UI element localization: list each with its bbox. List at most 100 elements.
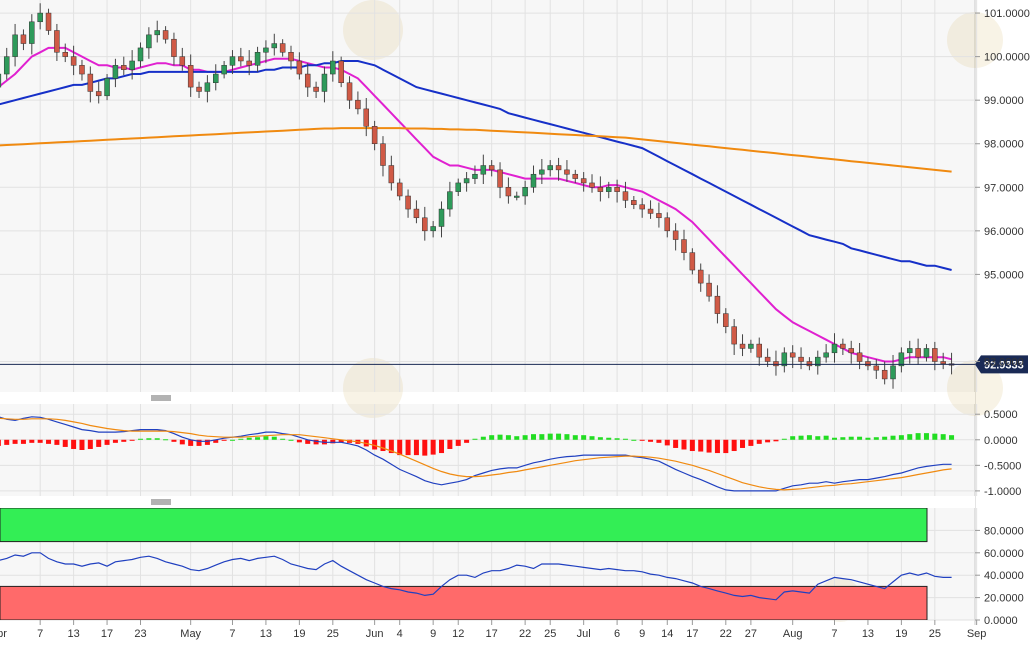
candle bbox=[363, 98, 370, 137]
candle-body bbox=[20, 34, 27, 44]
x-tick-label: 7 bbox=[229, 628, 235, 640]
candle-body bbox=[213, 73, 219, 84]
candle bbox=[179, 47, 186, 71]
histogram-bar bbox=[589, 436, 595, 440]
y-tick-label: 101.0000 bbox=[984, 8, 1030, 20]
candle-body bbox=[614, 187, 620, 192]
histogram-bar bbox=[530, 434, 536, 440]
candle bbox=[823, 344, 829, 363]
candle-body bbox=[480, 165, 487, 175]
candle bbox=[121, 56, 127, 76]
candle-body bbox=[87, 73, 94, 92]
candle bbox=[296, 52, 303, 80]
oscillator-panel[interactable] bbox=[0, 404, 975, 496]
candle bbox=[263, 40, 269, 64]
candle-body bbox=[497, 169, 503, 188]
candle bbox=[463, 172, 470, 192]
price-panel[interactable] bbox=[0, 0, 975, 392]
candle-body bbox=[137, 47, 144, 62]
x-tick-label: 14 bbox=[661, 628, 673, 640]
candle bbox=[890, 354, 896, 389]
histogram-bar bbox=[163, 439, 169, 441]
candle bbox=[773, 350, 779, 376]
candle-body bbox=[62, 52, 69, 57]
candle bbox=[29, 14, 35, 55]
drag-handle-icon[interactable] bbox=[151, 395, 171, 401]
candle bbox=[472, 165, 478, 185]
candle-body bbox=[597, 187, 604, 192]
drag-handle-icon[interactable] bbox=[151, 499, 171, 505]
histogram-bar bbox=[480, 436, 486, 440]
histogram-bar bbox=[831, 437, 837, 440]
histogram-bar bbox=[522, 435, 528, 440]
candle-body bbox=[37, 12, 43, 23]
candle-body bbox=[714, 295, 721, 314]
candle bbox=[330, 51, 336, 82]
candle-body bbox=[697, 269, 704, 284]
candle-body bbox=[789, 352, 796, 358]
candle bbox=[246, 50, 252, 76]
histogram-bar bbox=[79, 439, 85, 450]
candle-body bbox=[580, 178, 587, 184]
oscillator-line bbox=[0, 417, 952, 491]
candle bbox=[422, 206, 428, 241]
candle-body bbox=[0, 73, 2, 88]
candle bbox=[0, 73, 2, 88]
histogram-bar bbox=[179, 439, 185, 445]
candle-body bbox=[112, 65, 119, 79]
histogram-bar bbox=[121, 439, 127, 442]
candle bbox=[731, 319, 737, 355]
candle-body bbox=[522, 187, 528, 197]
candle-body bbox=[162, 30, 169, 40]
y-tick-label: -1.0000 bbox=[984, 486, 1021, 498]
histogram-bar bbox=[204, 439, 210, 445]
histogram-bar bbox=[12, 439, 18, 444]
candle bbox=[112, 58, 119, 88]
histogram-bar bbox=[338, 439, 344, 443]
candle bbox=[906, 340, 913, 364]
candle-body bbox=[321, 73, 328, 92]
histogram-bar bbox=[597, 437, 603, 440]
histogram-bar bbox=[146, 438, 152, 440]
x-tick-label: May bbox=[180, 628, 201, 640]
candle-body bbox=[422, 217, 428, 232]
histogram-bar bbox=[848, 436, 854, 440]
candle bbox=[87, 66, 94, 103]
candle-body bbox=[505, 187, 512, 197]
x-tick-label: 25 bbox=[544, 628, 556, 640]
x-tick-label: 25 bbox=[929, 628, 941, 640]
candle bbox=[104, 74, 110, 101]
candle bbox=[672, 223, 679, 251]
histogram-bar bbox=[405, 439, 411, 456]
histogram-bar bbox=[773, 439, 779, 442]
candle bbox=[697, 263, 704, 292]
moving-average-line bbox=[0, 127, 952, 173]
panel-separator-1[interactable] bbox=[0, 392, 975, 404]
candle-body bbox=[840, 343, 846, 349]
x-tick-label: 13 bbox=[862, 628, 874, 640]
histogram-bar bbox=[221, 439, 227, 441]
candle bbox=[589, 174, 595, 193]
y-tick-label: 40.0000 bbox=[984, 570, 1024, 582]
histogram-bar bbox=[823, 435, 829, 440]
histogram-bar bbox=[857, 436, 863, 440]
candle-body bbox=[739, 343, 746, 349]
histogram-bar bbox=[388, 439, 394, 454]
oversold-band bbox=[0, 585, 928, 620]
candle-body bbox=[656, 213, 662, 219]
histogram-bar bbox=[380, 439, 386, 452]
candle bbox=[45, 8, 52, 35]
y-tick-label: 93.0000 bbox=[984, 357, 1024, 369]
histogram-bar bbox=[255, 437, 261, 440]
x-tick-label: Aug bbox=[783, 628, 803, 640]
candle bbox=[54, 23, 60, 61]
histogram-bar bbox=[907, 434, 913, 440]
histogram-bar bbox=[714, 439, 720, 454]
candle-body bbox=[455, 182, 461, 192]
candle-body bbox=[154, 30, 160, 36]
candle-body bbox=[723, 313, 729, 327]
moving-average-line bbox=[0, 60, 952, 271]
panel-separator-2[interactable] bbox=[0, 496, 975, 508]
histogram-bar bbox=[806, 435, 812, 440]
x-tick-label: 27 bbox=[745, 628, 757, 640]
